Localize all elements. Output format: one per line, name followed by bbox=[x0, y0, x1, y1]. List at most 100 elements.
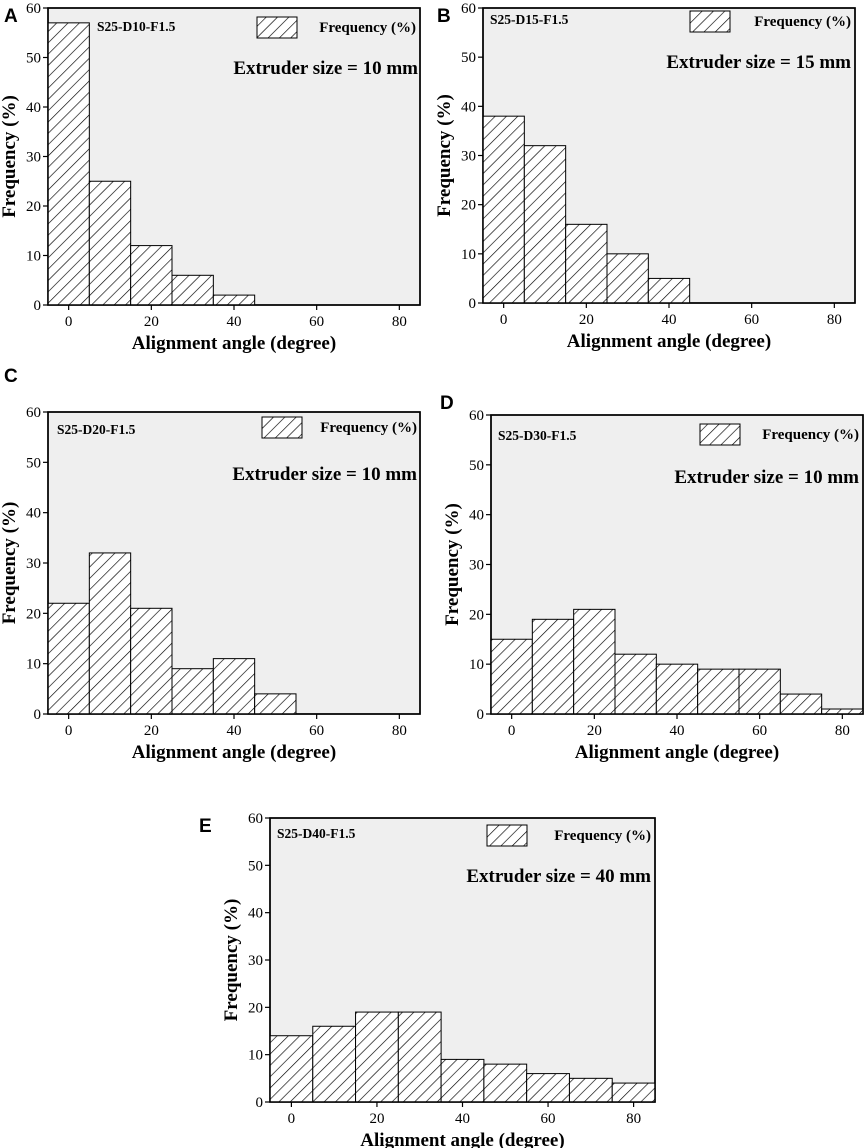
panel-letter: B bbox=[437, 6, 451, 27]
bar bbox=[523, 145, 567, 304]
x-tick-label: 20 bbox=[144, 314, 159, 330]
x-tick-label: 40 bbox=[670, 723, 685, 739]
bar bbox=[573, 608, 616, 715]
bar bbox=[697, 668, 740, 715]
y-tick-label: 50 bbox=[461, 50, 476, 66]
y-tick-label: 10 bbox=[461, 247, 476, 263]
x-tick-label: 60 bbox=[752, 723, 767, 739]
y-tick-label: 30 bbox=[26, 556, 41, 572]
y-tick-label: 10 bbox=[26, 657, 41, 673]
x-tick-label: 80 bbox=[626, 1111, 641, 1127]
x-tick-label: 80 bbox=[827, 312, 842, 328]
y-tick-label: 40 bbox=[26, 100, 41, 116]
bar bbox=[490, 638, 533, 715]
bar bbox=[212, 294, 256, 306]
y-tick-label: 30 bbox=[248, 953, 263, 969]
y-tick-label: 10 bbox=[26, 249, 41, 265]
panel-d: 0 10 20 30 40 50 60 0 20 40 60 80 Alignment angle (d… bbox=[440, 393, 864, 763]
y-tick-label: 0 bbox=[34, 298, 42, 314]
sample-label: S25-D15-F1.5 bbox=[490, 12, 569, 27]
legend-label: Frequency (%) bbox=[554, 828, 651, 844]
y-tick-label: 10 bbox=[248, 1048, 263, 1064]
bar bbox=[606, 253, 649, 304]
y-axis-title: Frequency (%) bbox=[434, 94, 455, 217]
y-tick-label: 20 bbox=[248, 1000, 263, 1016]
x-tick-label: 20 bbox=[587, 723, 602, 739]
legend-label: Frequency (%) bbox=[754, 14, 851, 30]
bar bbox=[483, 1063, 528, 1103]
y-tick-label: 60 bbox=[248, 811, 263, 827]
y-axis-title: Frequency (%) bbox=[0, 95, 20, 218]
x-tick-label: 80 bbox=[392, 314, 407, 330]
y-axis-title: Frequency (%) bbox=[221, 899, 242, 1022]
bar bbox=[614, 653, 657, 715]
y-tick-label: 0 bbox=[34, 707, 42, 723]
y-tick-label: 40 bbox=[248, 906, 263, 922]
x-tick-label: 40 bbox=[662, 312, 677, 328]
legend-swatch bbox=[689, 10, 731, 33]
y-tick-label: 40 bbox=[469, 508, 484, 524]
panel-letter: D bbox=[440, 393, 454, 414]
extruder-size-annotation: Extruder size = 40 mm bbox=[466, 866, 651, 887]
sample-label: S25-D20-F1.5 bbox=[57, 422, 136, 437]
x-tick-label: 0 bbox=[65, 723, 73, 739]
bar bbox=[269, 1035, 314, 1103]
extruder-size-annotation: Extruder size = 10 mm bbox=[232, 464, 417, 485]
y-tick-label: 30 bbox=[461, 149, 476, 165]
y-tick-label: 20 bbox=[26, 606, 41, 622]
y-tick-label: 20 bbox=[26, 199, 41, 215]
y-axis-title: Frequency (%) bbox=[442, 503, 463, 626]
y-tick-label: 60 bbox=[26, 405, 41, 421]
x-tick-label: 40 bbox=[455, 1111, 470, 1127]
legend-label: Frequency (%) bbox=[319, 20, 416, 36]
y-tick-label: 0 bbox=[256, 1095, 264, 1111]
legend-label: Frequency (%) bbox=[320, 420, 417, 436]
bar bbox=[130, 245, 173, 306]
legend-swatch bbox=[261, 416, 303, 439]
bar bbox=[47, 22, 90, 306]
panel-c: 0 10 20 30 40 50 60 0 20 40 60 80 Alignment angle (d… bbox=[0, 366, 421, 763]
y-tick-label: 60 bbox=[461, 1, 476, 17]
y-axis-title: Frequency (%) bbox=[0, 502, 20, 625]
x-tick-label: 40 bbox=[227, 723, 242, 739]
legend-swatch bbox=[256, 16, 298, 39]
y-tick-label: 50 bbox=[248, 858, 263, 874]
bar bbox=[212, 658, 256, 715]
sample-label: S25-D40-F1.5 bbox=[277, 826, 356, 841]
bar bbox=[482, 115, 525, 304]
y-tick-label: 30 bbox=[26, 150, 41, 166]
y-tick-label: 40 bbox=[461, 99, 476, 115]
y-tick-label: 60 bbox=[26, 1, 41, 17]
y-tick-label: 20 bbox=[469, 607, 484, 623]
bar bbox=[531, 618, 575, 715]
bar bbox=[738, 668, 781, 715]
bar bbox=[88, 180, 132, 306]
x-axis-title: Alignment angle (degree) bbox=[132, 742, 336, 763]
x-tick-label: 20 bbox=[579, 312, 594, 328]
y-tick-label: 0 bbox=[477, 707, 485, 723]
bar bbox=[779, 693, 823, 715]
bar bbox=[655, 663, 699, 715]
panel-a: 0 10 20 30 40 50 60 0 20 40 60 80 Alignment angle (d… bbox=[0, 1, 421, 354]
bar bbox=[312, 1025, 357, 1103]
bar bbox=[47, 602, 90, 715]
x-tick-label: 0 bbox=[508, 723, 516, 739]
extruder-size-annotation: Extruder size = 10 mm bbox=[674, 467, 859, 488]
panel-letter: C bbox=[4, 366, 18, 387]
panel-e: 0 10 20 30 40 50 60 0 20 40 60 80 Alignment angle (d… bbox=[199, 811, 656, 1148]
legend-swatch bbox=[699, 423, 741, 446]
y-tick-label: 0 bbox=[469, 296, 477, 312]
x-tick-label: 0 bbox=[500, 312, 508, 328]
y-tick-label: 30 bbox=[469, 558, 484, 574]
bar bbox=[565, 223, 608, 304]
x-tick-label: 60 bbox=[744, 312, 759, 328]
x-tick-label: 80 bbox=[835, 723, 850, 739]
y-tick-label: 20 bbox=[461, 198, 476, 214]
x-tick-label: 0 bbox=[288, 1111, 296, 1127]
panel-b: 0 10 20 30 40 50 60 0 20 40 60 80 Alignment angle (d… bbox=[434, 1, 856, 352]
extruder-size-annotation: Extruder size = 15 mm bbox=[666, 52, 851, 73]
y-tick-label: 60 bbox=[469, 408, 484, 424]
extruder-size-annotation: Extruder size = 10 mm bbox=[233, 58, 418, 79]
y-tick-label: 50 bbox=[26, 51, 41, 67]
